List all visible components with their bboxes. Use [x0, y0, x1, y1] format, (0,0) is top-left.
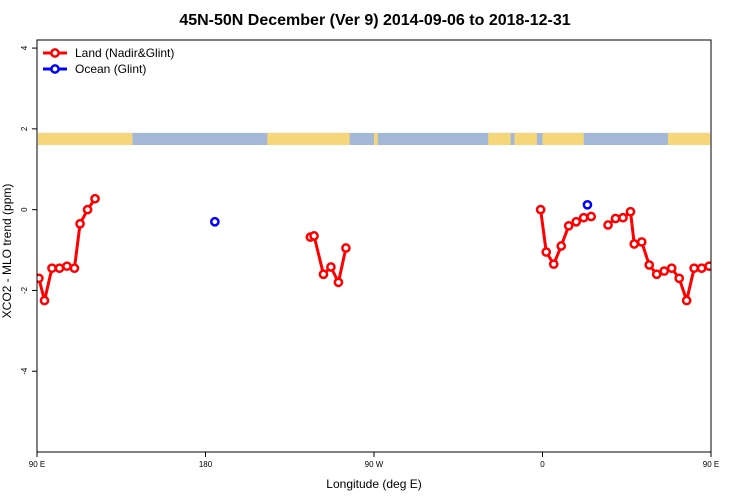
land-point — [713, 265, 720, 272]
x-tick-label: 0 — [540, 460, 545, 469]
land-band-segment — [38, 132, 133, 146]
land-band-segment — [667, 132, 710, 146]
y-axis: -4 -2 0 2 4 — [20, 45, 37, 375]
land-point — [689, 263, 700, 274]
land-point — [69, 263, 80, 274]
series-layer — [37, 193, 742, 306]
land-point — [735, 195, 742, 202]
y-tick-label: 2 — [20, 126, 29, 131]
land-point — [659, 266, 670, 276]
land-point — [666, 263, 677, 274]
land-point — [636, 237, 647, 247]
land-point — [704, 261, 711, 272]
land-point — [578, 212, 589, 223]
land-point — [318, 269, 329, 280]
land-band-segment — [267, 132, 350, 146]
land-band-segment — [542, 132, 584, 146]
land-point — [721, 220, 728, 227]
land-point — [618, 212, 628, 223]
land-point — [309, 231, 319, 241]
land-point — [341, 243, 351, 253]
land-point — [651, 269, 662, 280]
chart-title: 45N-50N December (Ver 9) 2014-09-06 to 2… — [179, 12, 570, 29]
x-tick-label: 90 E — [29, 460, 45, 469]
land-point — [563, 220, 574, 231]
land-band-segment — [374, 132, 378, 146]
land-point — [541, 247, 552, 257]
legend-ocean-marker — [50, 64, 60, 74]
y-tick-label: -4 — [20, 367, 29, 375]
land-point — [625, 206, 636, 217]
land-point — [54, 263, 65, 274]
land-point — [548, 259, 559, 270]
land-point — [571, 216, 582, 227]
land-point — [610, 213, 621, 224]
land-point — [674, 273, 685, 284]
land-point — [629, 239, 640, 249]
land-point — [82, 204, 93, 215]
y-tick-label: 4 — [20, 45, 29, 50]
land-ocean-band — [38, 132, 710, 146]
y-axis-title: XCO2 - MLO trend (ppm) — [0, 184, 14, 319]
land-point — [556, 241, 567, 251]
legend: Land (Nadir&Glint) Ocean (Glint) — [43, 46, 174, 76]
x-axis: 90 E 180 90 W 0 90 E — [29, 452, 719, 469]
land-point — [39, 295, 50, 306]
land-band-segment — [488, 132, 511, 146]
land-point — [696, 263, 707, 274]
land-point — [535, 204, 546, 215]
ocean-point — [210, 216, 220, 227]
legend-land-marker — [50, 48, 60, 58]
land-point — [586, 211, 597, 222]
x-axis-title: Longitude (deg E) — [326, 477, 421, 491]
land-point — [37, 273, 44, 284]
legend-ocean-label: Ocean (Glint) — [75, 62, 146, 76]
y-tick-label: 0 — [20, 207, 29, 212]
land-point — [62, 261, 72, 272]
x-tick-label: 90 E — [703, 460, 719, 469]
land-point — [333, 277, 344, 288]
x-tick-label: 180 — [199, 460, 213, 469]
ocean-point — [582, 199, 593, 210]
land-point — [603, 220, 613, 230]
x-tick-label: 90 W — [365, 460, 384, 469]
y-tick-label: -2 — [20, 286, 29, 294]
land-point — [728, 206, 735, 213]
land-point — [681, 295, 692, 306]
land-point — [326, 262, 336, 272]
land-band-segment — [514, 132, 537, 146]
land-point — [75, 218, 85, 229]
land-point — [644, 260, 655, 270]
legend-land-label: Land (Nadir&Glint) — [75, 46, 174, 60]
land-point — [90, 193, 100, 204]
land-point — [47, 263, 57, 274]
plot-frame — [36, 39, 712, 453]
